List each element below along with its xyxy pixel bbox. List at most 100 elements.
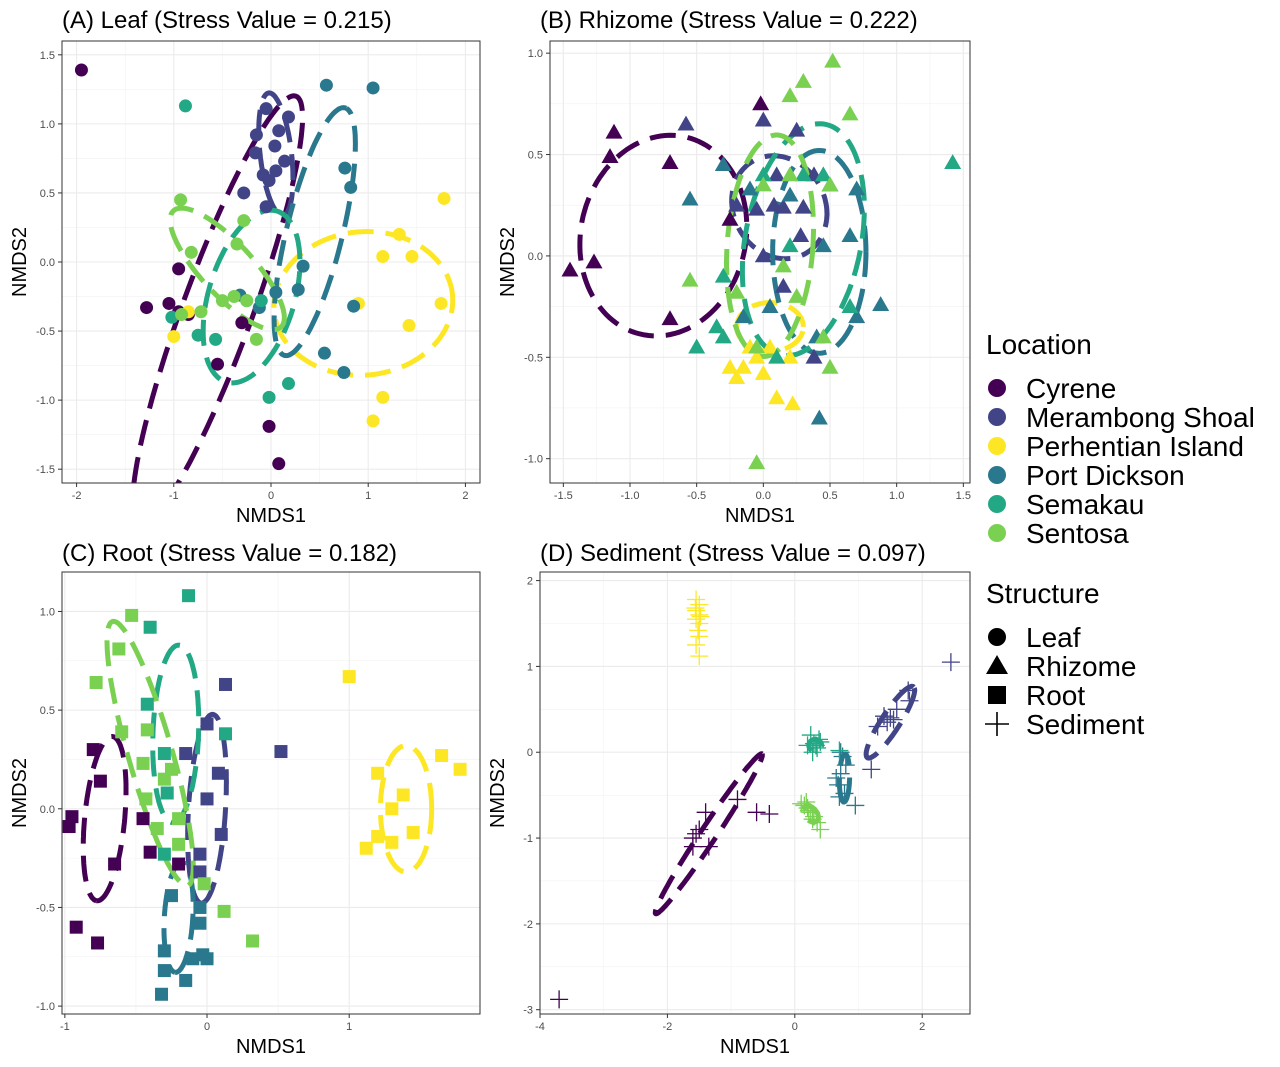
point-cyrene	[235, 316, 249, 330]
point-sentosa	[194, 305, 208, 319]
point-perhentian-island	[761, 338, 779, 354]
legend-label: Perhentian Island	[1026, 431, 1244, 462]
point-sentosa	[240, 294, 254, 308]
point-cyrene	[172, 262, 186, 276]
x-tick-label: 0.0	[756, 490, 771, 502]
point-port-dickson	[164, 889, 178, 903]
point-sentosa	[227, 290, 241, 304]
point-sentosa	[774, 257, 792, 273]
point-semakau	[814, 166, 832, 182]
point-port-dickson	[831, 743, 850, 762]
point-sentosa	[794, 73, 812, 88]
point-sentosa	[172, 812, 186, 826]
point-perhentian-island	[366, 414, 380, 428]
point-sentosa	[172, 837, 186, 851]
point-merambong-shoal	[248, 146, 262, 160]
point-semakau	[160, 786, 174, 800]
point-semakau	[708, 318, 726, 334]
ellipse-cyrene	[652, 751, 765, 917]
point-semakau	[219, 727, 233, 741]
x-tick-label: -2	[72, 490, 82, 502]
x-tick-label: 1.0	[889, 490, 904, 502]
point-perhentian-island	[376, 249, 390, 263]
point-port-dickson	[836, 756, 855, 775]
point-semakau	[262, 390, 276, 404]
point-perhentian-island	[371, 766, 385, 780]
panel-border	[549, 40, 971, 484]
point-merambong-shoal	[881, 708, 900, 727]
legend-label: Port Dickson	[1026, 460, 1185, 491]
point-cyrene	[62, 820, 76, 834]
x-axis-title: NMDS1	[720, 1036, 790, 1058]
point-semakau	[209, 332, 223, 346]
point-port-dickson	[872, 296, 890, 311]
panel-border	[539, 571, 971, 1015]
point-semakau	[191, 328, 205, 342]
x-tick-label: -1.5	[554, 490, 573, 502]
point-perhentian-island	[768, 389, 786, 405]
point-port-dickson	[179, 973, 193, 987]
point-sentosa	[215, 294, 229, 308]
legend-key-perhentian-island	[988, 437, 1006, 455]
point-perhentian-island	[406, 825, 420, 839]
point-perhentian-island	[435, 749, 449, 763]
y-tick-label: -1.0	[36, 395, 55, 407]
point-sentosa	[175, 307, 189, 321]
legend-key-port-dickson	[988, 466, 1006, 484]
data-layer	[62, 589, 467, 1001]
point-cyrene	[91, 936, 105, 950]
point-sentosa	[821, 358, 839, 374]
point-merambong-shoal	[269, 164, 283, 178]
panel-4: -4 -2 0 2 -3 -2 -1 0 1 2 (D) Sediment (Stress Valu…	[487, 540, 971, 1058]
point-perhentian-island	[385, 835, 399, 849]
point-semakau	[140, 697, 154, 711]
point-merambong-shoal	[278, 154, 292, 168]
point-cyrene	[211, 357, 225, 371]
point-perhentian-island	[342, 670, 356, 684]
point-merambong-shoal	[884, 710, 903, 729]
point-perhentian-island	[392, 227, 406, 241]
point-port-dickson	[846, 796, 865, 815]
x-tick-label: -1	[60, 1021, 70, 1033]
point-sentosa	[139, 792, 153, 806]
point-sentosa	[824, 52, 842, 68]
point-cyrene	[699, 837, 718, 856]
y-axis-title: NMDS2	[9, 758, 31, 828]
point-semakau	[794, 166, 812, 182]
point-perhentian-island	[687, 635, 706, 654]
point-merambong-shoal	[249, 128, 263, 142]
panels: -2 -1 0 1 2 -1.5 -1.0 -0.5 0.0 0.5 1.0 1.5 (A) Leaf …	[9, 7, 971, 1058]
point-perhentian-island	[376, 390, 390, 404]
point-cyrene	[760, 805, 779, 824]
point-merambong-shoal	[805, 348, 823, 364]
point-sentosa	[174, 193, 188, 207]
point-port-dickson	[319, 78, 333, 92]
y-tick-label: -0.5	[524, 352, 543, 364]
point-sentosa	[217, 904, 231, 918]
point-sentosa	[808, 813, 827, 832]
ellipse-cyrene	[577, 132, 750, 339]
point-sentosa	[748, 338, 766, 354]
y-axis-title: NMDS2	[487, 758, 509, 828]
point-cyrene	[108, 857, 122, 871]
point-merambong-shoal	[792, 227, 810, 243]
point-perhentian-island	[686, 599, 705, 618]
point-semakau	[254, 294, 268, 308]
panel-title: (C) Root (Stress Value = 0.182)	[62, 540, 397, 567]
point-port-dickson	[200, 952, 214, 966]
point-semakau	[143, 620, 157, 634]
ellipse-semakau	[200, 207, 303, 386]
point-semakau	[714, 328, 732, 344]
point-perhentian-island	[434, 296, 448, 310]
x-tick-label: 0	[204, 1021, 210, 1033]
x-tick-label: -4	[535, 1021, 545, 1033]
point-port-dickson	[338, 161, 352, 175]
point-semakau	[714, 267, 732, 283]
point-cyrene	[721, 210, 739, 226]
panel-1: -2 -1 0 1 2 -1.5 -1.0 -0.5 0.0 0.5 1.0 1.5 (A) Leaf …	[9, 7, 481, 527]
point-port-dickson	[841, 227, 859, 243]
point-port-dickson	[186, 952, 200, 966]
data-layer	[550, 590, 960, 1009]
point-port-dickson	[814, 237, 832, 253]
